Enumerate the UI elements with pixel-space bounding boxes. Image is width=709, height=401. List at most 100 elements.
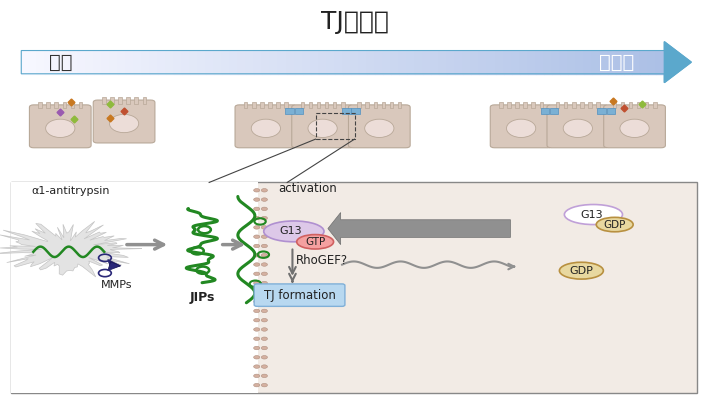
- Circle shape: [262, 309, 267, 313]
- Ellipse shape: [308, 119, 337, 138]
- Circle shape: [262, 188, 267, 192]
- Bar: [365, 102, 369, 108]
- Circle shape: [254, 374, 259, 378]
- Bar: [71, 102, 74, 108]
- Bar: [560, 51, 568, 74]
- Text: activation: activation: [278, 182, 337, 195]
- Bar: [143, 97, 146, 104]
- Bar: [375, 51, 383, 74]
- Circle shape: [254, 346, 259, 350]
- Bar: [455, 51, 464, 74]
- Circle shape: [254, 309, 259, 313]
- Bar: [648, 51, 657, 74]
- Bar: [359, 51, 367, 74]
- Bar: [640, 51, 648, 74]
- FancyBboxPatch shape: [93, 100, 155, 143]
- Bar: [308, 102, 312, 108]
- Circle shape: [262, 244, 267, 248]
- Circle shape: [254, 198, 259, 201]
- Bar: [399, 51, 407, 74]
- Polygon shape: [0, 221, 142, 277]
- FancyBboxPatch shape: [491, 105, 552, 148]
- Bar: [479, 51, 488, 74]
- Ellipse shape: [559, 262, 603, 279]
- Circle shape: [254, 356, 259, 359]
- Bar: [584, 51, 592, 74]
- Circle shape: [262, 328, 267, 331]
- Bar: [342, 109, 350, 115]
- Bar: [597, 109, 605, 115]
- Circle shape: [254, 337, 259, 340]
- Bar: [38, 102, 42, 108]
- Bar: [333, 102, 337, 108]
- Ellipse shape: [364, 119, 394, 138]
- Bar: [507, 102, 510, 108]
- Bar: [45, 51, 53, 74]
- Bar: [270, 51, 279, 74]
- Bar: [632, 51, 640, 74]
- Bar: [110, 51, 118, 74]
- Bar: [311, 51, 318, 74]
- Bar: [447, 51, 455, 74]
- Ellipse shape: [264, 221, 324, 242]
- Bar: [182, 51, 190, 74]
- Bar: [390, 102, 393, 108]
- Bar: [268, 102, 272, 108]
- FancyBboxPatch shape: [292, 105, 353, 148]
- Bar: [653, 102, 657, 108]
- Ellipse shape: [596, 217, 633, 232]
- Bar: [383, 51, 391, 74]
- Bar: [343, 51, 351, 74]
- Bar: [327, 51, 335, 74]
- Text: GTP: GTP: [305, 237, 325, 247]
- Circle shape: [254, 365, 259, 368]
- Circle shape: [254, 226, 259, 229]
- Bar: [523, 102, 527, 108]
- Text: 破紺: 破紺: [48, 53, 72, 72]
- Bar: [499, 102, 503, 108]
- Ellipse shape: [45, 119, 75, 138]
- Text: TJバリア: TJバリア: [320, 10, 389, 34]
- Bar: [190, 51, 198, 74]
- FancyBboxPatch shape: [254, 284, 345, 306]
- Bar: [53, 51, 62, 74]
- Bar: [512, 51, 520, 74]
- Text: TJ formation: TJ formation: [264, 289, 335, 302]
- Bar: [262, 51, 270, 74]
- Circle shape: [262, 365, 267, 368]
- Bar: [576, 51, 584, 74]
- Circle shape: [254, 235, 259, 239]
- Circle shape: [262, 198, 267, 201]
- Bar: [118, 51, 125, 74]
- Circle shape: [254, 300, 259, 304]
- Bar: [540, 109, 549, 115]
- Bar: [564, 102, 567, 108]
- Polygon shape: [664, 42, 691, 83]
- Bar: [150, 51, 158, 74]
- Polygon shape: [108, 259, 121, 268]
- Bar: [520, 51, 527, 74]
- FancyBboxPatch shape: [30, 105, 91, 148]
- Bar: [464, 51, 471, 74]
- Text: 再構築: 再構築: [599, 53, 635, 72]
- Bar: [613, 102, 616, 108]
- Bar: [277, 102, 280, 108]
- Bar: [135, 97, 138, 104]
- Bar: [572, 102, 576, 108]
- Bar: [592, 51, 600, 74]
- Bar: [214, 51, 222, 74]
- Circle shape: [262, 263, 267, 266]
- Bar: [588, 102, 592, 108]
- Bar: [596, 102, 600, 108]
- Circle shape: [262, 207, 267, 211]
- Ellipse shape: [251, 119, 281, 138]
- Bar: [471, 51, 479, 74]
- Polygon shape: [328, 213, 510, 245]
- Text: MMPs: MMPs: [101, 280, 133, 290]
- Bar: [294, 51, 303, 74]
- Ellipse shape: [564, 205, 623, 225]
- Bar: [544, 51, 552, 74]
- Bar: [252, 102, 255, 108]
- Text: JIPs: JIPs: [189, 291, 215, 304]
- Circle shape: [262, 291, 267, 294]
